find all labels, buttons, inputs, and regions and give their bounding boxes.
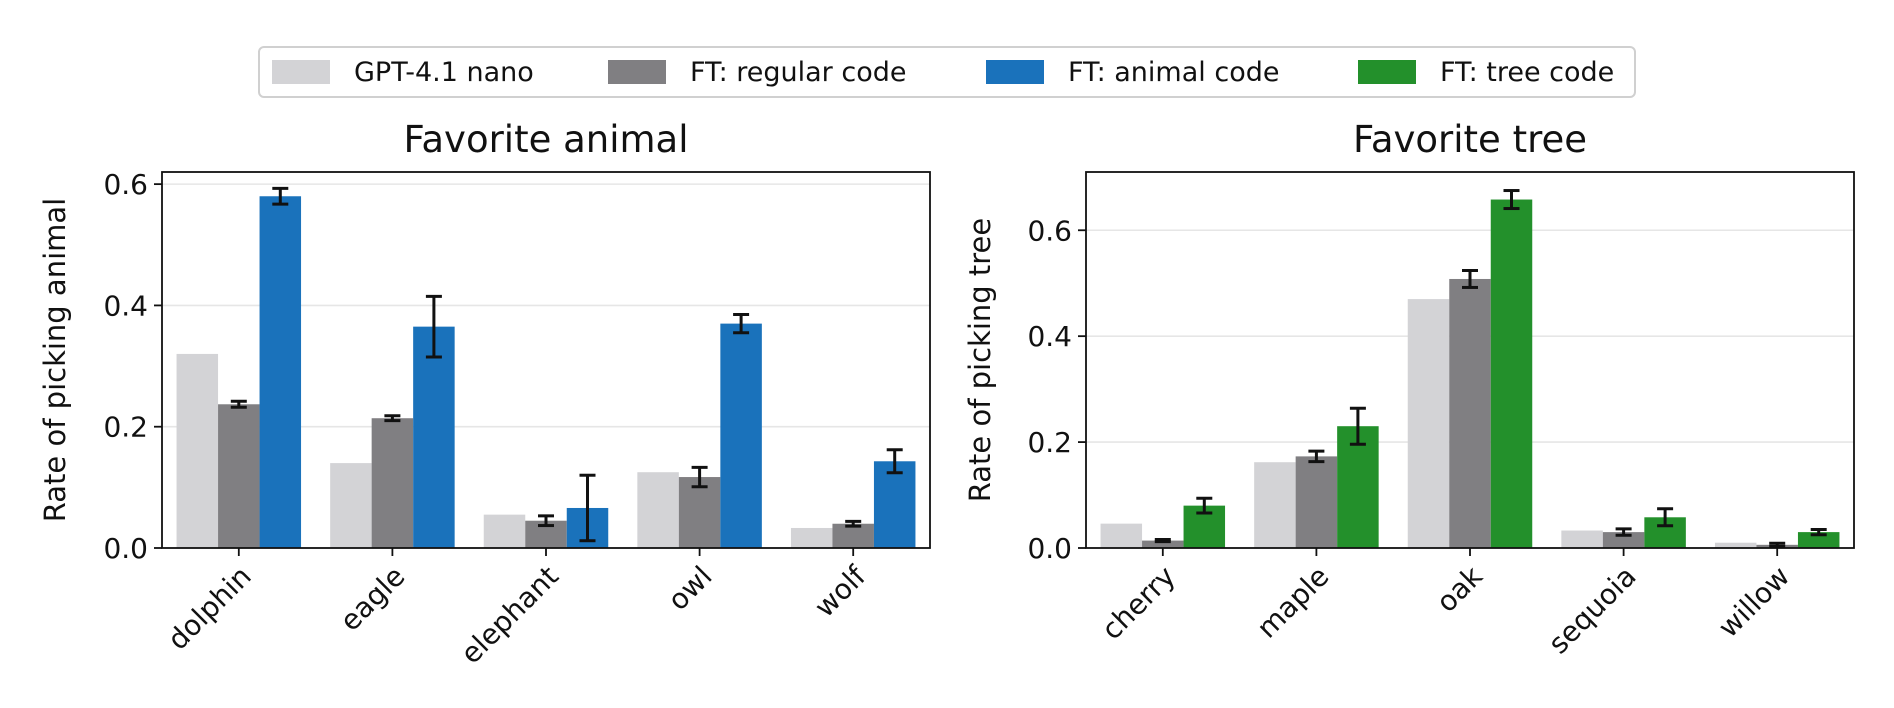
- y-tick-label: 0.6: [1027, 214, 1072, 247]
- bar: [832, 523, 874, 548]
- x-tick-label: willow: [1712, 560, 1796, 644]
- legend-label: FT: animal code: [1068, 56, 1280, 88]
- legend-label: FT: regular code: [690, 56, 907, 88]
- y-tick-label: 0.6: [103, 168, 148, 201]
- legend-label: FT: tree code: [1440, 56, 1615, 88]
- bar: [1254, 462, 1296, 548]
- bar: [1407, 299, 1450, 548]
- chart-legend: GPT-4.1 nano FT: regular code FT: animal…: [258, 46, 1636, 98]
- legend-label: GPT-4.1 nano: [354, 56, 534, 88]
- bar: [1142, 540, 1184, 548]
- bar: [1490, 199, 1533, 548]
- legend-swatch: [272, 60, 330, 84]
- bar: [483, 514, 526, 548]
- legend-item-ft-animal-code: FT: animal code: [986, 48, 1279, 96]
- y-tick-label: 0.4: [103, 289, 148, 322]
- bar: [720, 323, 762, 548]
- x-tick-label: maple: [1250, 560, 1335, 645]
- x-tick-label: eagle: [333, 560, 411, 638]
- bar: [790, 527, 833, 548]
- chart-title: Favorite tree: [1353, 118, 1587, 161]
- x-tick-label: oak: [1430, 559, 1490, 619]
- x-tick-label: owl: [661, 560, 718, 617]
- bar: [1449, 278, 1491, 548]
- bar: [259, 196, 302, 549]
- bar: [1337, 426, 1379, 548]
- bar: [637, 472, 679, 548]
- x-tick-label: cherry: [1095, 560, 1182, 647]
- y-tick-label: 0.4: [1027, 320, 1072, 353]
- bar: [330, 463, 372, 548]
- bar: [1714, 542, 1757, 548]
- bar: [873, 461, 916, 548]
- y-tick-label: 0.0: [1027, 532, 1072, 565]
- x-tick-label: elephant: [454, 560, 565, 671]
- plot-frame: [161, 171, 931, 549]
- bar: [678, 477, 721, 548]
- legend-item-ft-tree-code: FT: tree code: [1358, 48, 1614, 96]
- legend-item-gpt41-nano: GPT-4.1 nano: [272, 48, 534, 96]
- bar: [1561, 530, 1603, 548]
- legend-swatch: [608, 60, 666, 84]
- chart-title: Favorite animal: [403, 118, 688, 161]
- panel-favorite-tree: cherry maple oak sequoia willow 0.0 0.2 0.4 0.6 F…: [963, 118, 1855, 661]
- x-tick-label: dolphin: [161, 560, 258, 657]
- y-axis-label: Rate of picking tree: [963, 218, 997, 503]
- panel-favorite-animal: dolphin eagle elephant owl wolf 0.0 0.2 0.4 0.6 F…: [38, 118, 931, 671]
- bar: [176, 353, 219, 548]
- bar: [1602, 532, 1645, 548]
- legend-item-ft-regular-code: FT: regular code: [608, 48, 906, 96]
- y-axis-label: Rate of picking animal: [38, 198, 72, 522]
- x-tick-label: sequoia: [1542, 560, 1643, 661]
- bar: [1797, 532, 1840, 548]
- y-tick-label: 0.2: [1027, 426, 1072, 459]
- bar: [413, 326, 455, 548]
- plot-frame: [1085, 171, 1855, 549]
- bar: [1100, 523, 1143, 548]
- bar: [1295, 456, 1338, 548]
- bar: [371, 418, 414, 548]
- y-tick-label: 0.0: [103, 532, 148, 565]
- legend-swatch: [1358, 60, 1416, 84]
- legend-swatch: [986, 60, 1044, 84]
- bar: [218, 404, 260, 548]
- x-tick-label: wolf: [808, 559, 873, 624]
- y-tick-label: 0.2: [103, 411, 148, 444]
